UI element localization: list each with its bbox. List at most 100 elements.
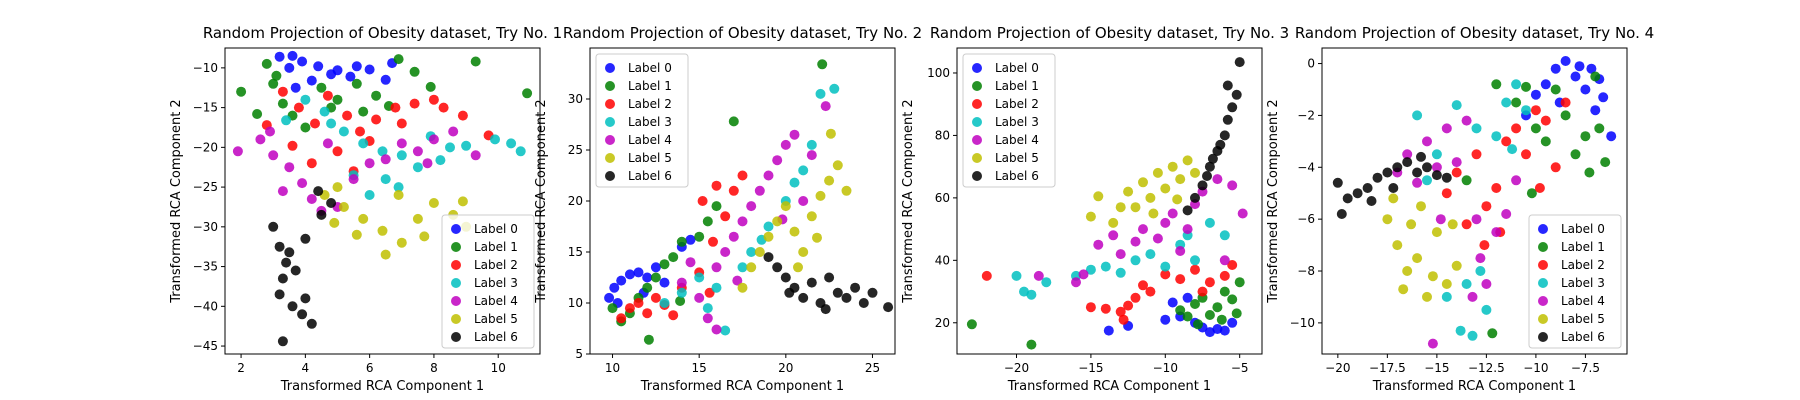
- x-tick-label: 15: [692, 361, 707, 375]
- y-axis-label: Transformed RCA Component 2: [1266, 99, 1281, 303]
- data-point: [824, 272, 835, 283]
- data-point: [425, 81, 436, 92]
- data-point: [1475, 266, 1486, 276]
- data-point: [1204, 217, 1215, 228]
- data-point: [1530, 123, 1541, 134]
- data-point: [1521, 81, 1531, 92]
- data-point: [428, 198, 439, 208]
- legend-marker: [451, 332, 461, 342]
- data-point: [506, 138, 517, 149]
- data-point: [306, 75, 317, 86]
- data-point: [1461, 115, 1472, 126]
- data-point: [393, 54, 404, 65]
- data-point: [1202, 171, 1212, 181]
- data-point: [1580, 131, 1591, 142]
- data-point: [711, 180, 722, 191]
- y-tick-label: 20: [935, 316, 950, 330]
- legend-marker: [972, 135, 982, 145]
- data-point: [1590, 71, 1601, 82]
- data-point: [490, 134, 500, 145]
- data-point: [445, 142, 455, 153]
- y-tick-label: −40: [193, 299, 218, 313]
- data-point: [1521, 149, 1531, 160]
- data-point: [316, 209, 327, 220]
- data-point: [780, 272, 791, 283]
- legend-box: [1528, 214, 1622, 349]
- data-point: [396, 237, 407, 248]
- data-point: [1606, 131, 1617, 142]
- data-point: [1123, 300, 1134, 311]
- data-point: [300, 122, 311, 133]
- data-point: [702, 303, 713, 314]
- data-point: [419, 231, 430, 242]
- data-point: [1219, 325, 1230, 336]
- chart-title: Random Projection of Obesity dataset, Tr…: [1295, 24, 1654, 42]
- data-point: [737, 170, 748, 181]
- y-tick-label: −15: [193, 101, 218, 115]
- y-tick-label: 100: [927, 66, 950, 80]
- legend-marker: [972, 63, 982, 73]
- data-point: [1033, 270, 1044, 281]
- data-point: [338, 126, 349, 137]
- data-point: [1130, 255, 1141, 266]
- data-point: [290, 82, 301, 93]
- data-point: [772, 155, 783, 166]
- data-point: [668, 310, 679, 321]
- data-point: [668, 252, 679, 263]
- data-point: [1362, 183, 1373, 193]
- data-point: [364, 190, 375, 200]
- data-point: [1071, 277, 1081, 288]
- legend-marker: [451, 278, 461, 288]
- data-point: [1412, 167, 1423, 178]
- data-point: [380, 174, 391, 185]
- data-point: [1175, 246, 1186, 256]
- data-point: [1461, 219, 1472, 230]
- x-tick-label: −10: [1523, 361, 1548, 375]
- data-point: [422, 158, 433, 169]
- data-point: [1118, 314, 1129, 325]
- y-tick-label: 80: [935, 128, 950, 142]
- data-point: [1204, 327, 1215, 338]
- data-point: [412, 146, 423, 157]
- data-point: [1145, 192, 1156, 203]
- data-point: [1100, 261, 1111, 272]
- data-point: [281, 257, 292, 268]
- data-point: [1461, 279, 1472, 289]
- legend-label: Label 6: [995, 169, 1039, 183]
- data-point: [322, 138, 333, 149]
- y-tick-label: −10: [193, 61, 218, 75]
- data-point: [1388, 183, 1399, 193]
- data-point: [332, 182, 343, 193]
- data-point: [1227, 102, 1238, 113]
- data-point: [300, 293, 311, 304]
- data-point: [326, 198, 337, 208]
- data-point: [351, 78, 362, 89]
- data-point: [1451, 167, 1462, 178]
- legend-marker: [451, 224, 461, 234]
- data-point: [438, 102, 449, 113]
- data-point: [412, 213, 423, 224]
- data-point: [841, 185, 852, 196]
- data-point: [1416, 151, 1426, 162]
- data-point: [642, 282, 653, 293]
- data-point: [236, 86, 247, 97]
- legend-marker: [972, 117, 982, 127]
- data-point: [1530, 89, 1541, 100]
- legend-box: [962, 53, 1056, 188]
- data-point: [1560, 97, 1571, 108]
- data-point: [697, 196, 708, 206]
- data-point: [1402, 266, 1413, 276]
- data-point: [1574, 61, 1585, 72]
- x-tick-label: 2: [237, 361, 245, 375]
- data-point: [274, 241, 285, 252]
- legend: Label 0 Label 1 Label 2 Label 3 Label 4 Label…: [962, 53, 1056, 188]
- data-point: [297, 309, 308, 320]
- legend-marker: [451, 314, 461, 324]
- data-point: [1227, 180, 1238, 191]
- data-point: [297, 178, 308, 189]
- data-point: [1212, 302, 1223, 313]
- data-point: [685, 257, 696, 268]
- data-point: [1204, 277, 1215, 288]
- data-point: [1085, 211, 1096, 222]
- y-tick-label: 15: [568, 245, 583, 259]
